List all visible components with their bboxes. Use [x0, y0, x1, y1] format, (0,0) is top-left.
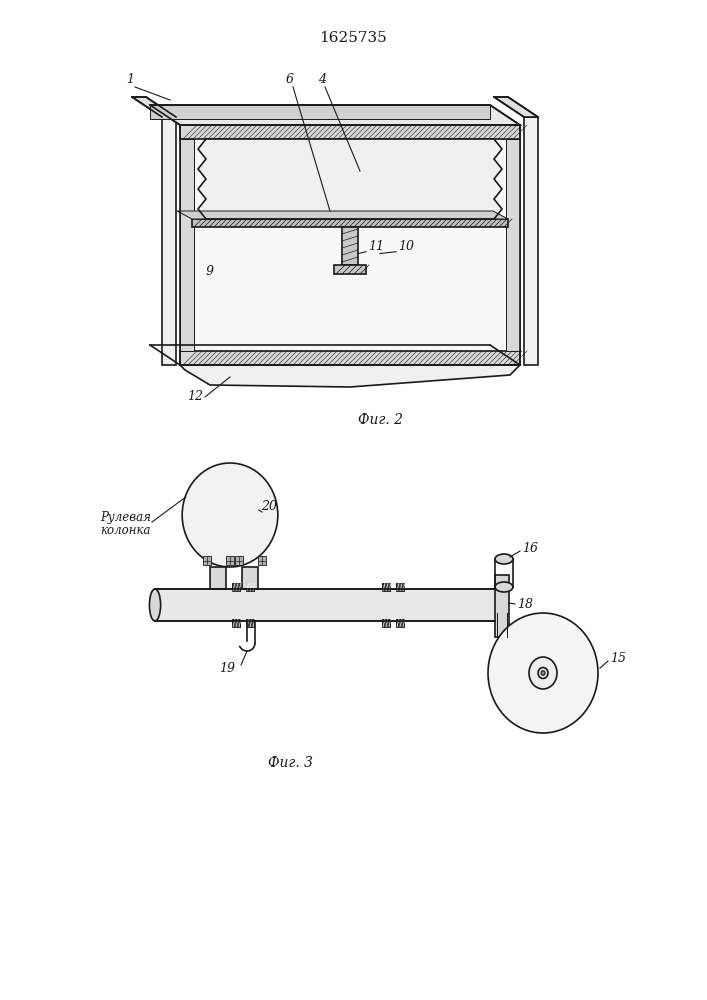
Bar	[210, 567, 226, 589]
Text: колонка: колонка	[100, 524, 151, 536]
Bar	[495, 575, 509, 637]
Bar	[382, 619, 390, 627]
Text: 18: 18	[517, 598, 533, 611]
Bar	[258, 556, 266, 565]
Bar	[180, 139, 194, 351]
Text: 16: 16	[522, 542, 538, 556]
Text: 20: 20	[261, 500, 277, 514]
Ellipse shape	[495, 582, 513, 592]
Polygon shape	[180, 365, 520, 387]
Text: 10: 10	[398, 240, 414, 253]
Bar	[180, 125, 520, 365]
Bar	[342, 227, 358, 265]
Ellipse shape	[495, 554, 513, 564]
Polygon shape	[132, 97, 176, 117]
Polygon shape	[162, 117, 176, 365]
Text: 1: 1	[126, 73, 134, 86]
Text: 12: 12	[187, 390, 203, 403]
Polygon shape	[198, 139, 502, 219]
Bar	[396, 583, 404, 591]
Text: 4: 4	[318, 73, 326, 86]
Bar	[334, 265, 366, 274]
Bar	[232, 583, 240, 591]
Bar	[192, 219, 508, 227]
Ellipse shape	[182, 463, 278, 567]
Bar	[242, 567, 258, 589]
Ellipse shape	[541, 671, 545, 675]
Ellipse shape	[149, 589, 160, 621]
Bar	[180, 125, 520, 139]
Text: 6: 6	[286, 73, 294, 86]
Bar	[246, 583, 254, 591]
Text: 19: 19	[219, 662, 235, 676]
Bar	[203, 556, 211, 565]
Bar	[396, 619, 404, 627]
Bar	[506, 139, 520, 351]
Bar	[180, 351, 520, 365]
Bar	[246, 619, 254, 627]
Text: 11: 11	[368, 240, 384, 253]
Polygon shape	[494, 97, 538, 117]
Polygon shape	[177, 211, 508, 219]
Text: 1625735: 1625735	[319, 31, 387, 45]
Text: 15: 15	[610, 652, 626, 664]
Polygon shape	[150, 105, 520, 125]
Polygon shape	[150, 105, 490, 119]
Text: 9: 9	[206, 265, 214, 278]
Polygon shape	[524, 117, 538, 365]
Ellipse shape	[488, 613, 598, 733]
Bar	[382, 583, 390, 591]
Bar	[232, 619, 240, 627]
Ellipse shape	[529, 657, 557, 689]
Text: Фиг. 3: Фиг. 3	[267, 756, 312, 770]
Ellipse shape	[538, 668, 548, 678]
Text: Рулевая: Рулевая	[100, 510, 151, 524]
Bar	[235, 556, 243, 565]
Bar	[226, 556, 234, 565]
Bar	[155, 589, 495, 621]
Text: Фиг. 2: Фиг. 2	[358, 413, 402, 427]
